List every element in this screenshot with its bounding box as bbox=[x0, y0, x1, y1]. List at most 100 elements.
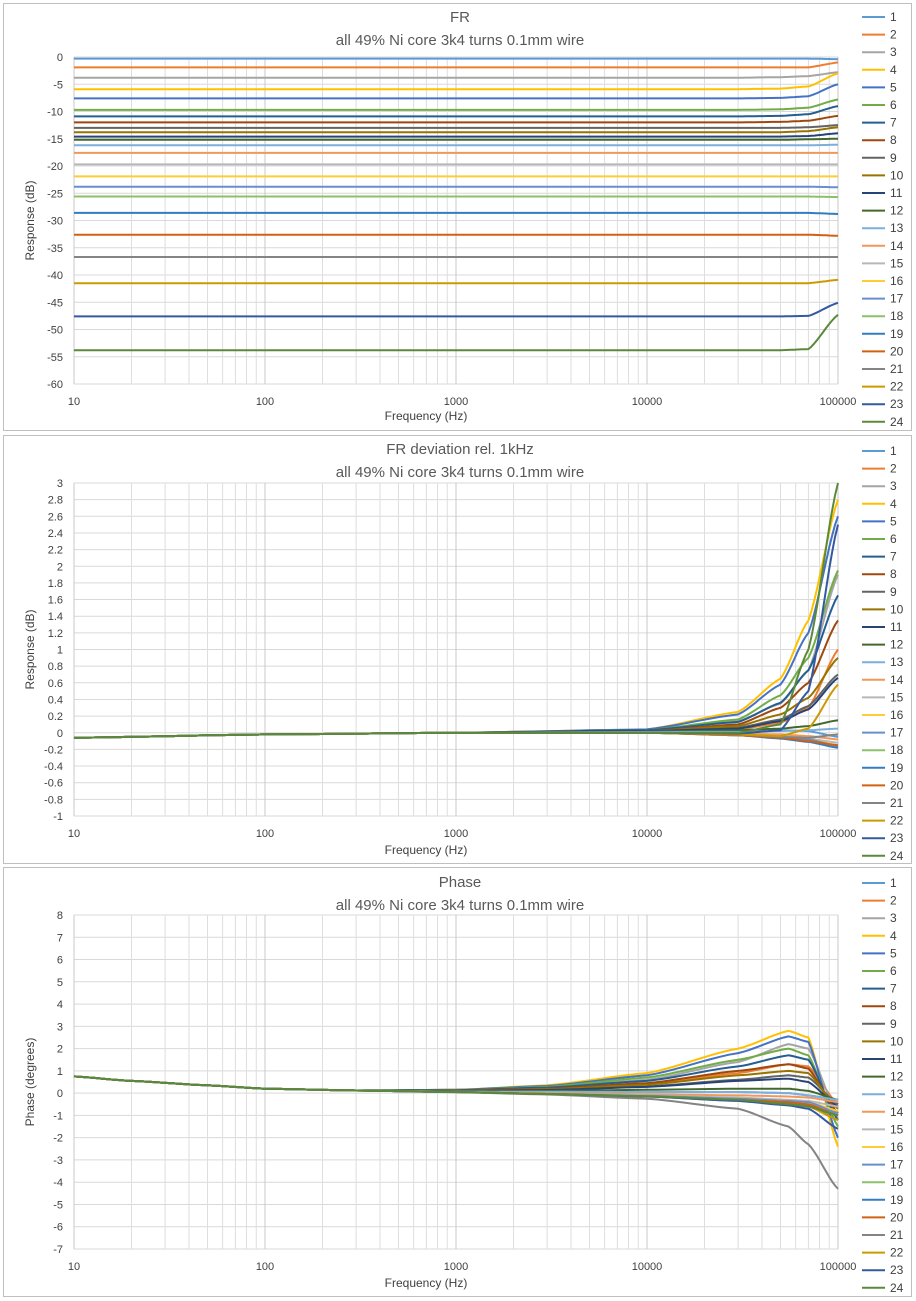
legend-label-15: 15 bbox=[890, 1122, 904, 1136]
y-tick-label: -40 bbox=[47, 270, 63, 282]
legend-label-5: 5 bbox=[890, 946, 897, 960]
legend-label-17: 17 bbox=[890, 292, 904, 306]
legend-label-12: 12 bbox=[890, 204, 904, 218]
y-tick-label: -0.8 bbox=[44, 794, 63, 806]
y-tick-label: 1.2 bbox=[48, 628, 63, 640]
y-tick-label: 2 bbox=[57, 561, 63, 573]
y-tick-label: 8 bbox=[57, 910, 63, 922]
chart-title: FR deviation rel. 1kHz bbox=[386, 441, 534, 458]
legend-label-2: 2 bbox=[890, 462, 897, 476]
x-tick-label: 100 bbox=[256, 828, 274, 840]
x-tick-label: 10000 bbox=[632, 396, 663, 408]
legend-label-7: 7 bbox=[890, 982, 897, 996]
x-tick-labels: 10 100 1000 10000 100000 bbox=[68, 828, 856, 840]
y-tick-label: 1.6 bbox=[48, 595, 63, 607]
legend-label-11: 11 bbox=[890, 620, 903, 634]
y-tick-label: 5 bbox=[57, 977, 63, 989]
legend-label-6: 6 bbox=[890, 98, 897, 112]
legend-label-20: 20 bbox=[890, 344, 904, 358]
legend-label-3: 3 bbox=[890, 479, 897, 493]
x-tick-label: 10 bbox=[68, 1261, 80, 1273]
series-lines bbox=[73, 1029, 839, 1190]
y-tick-label: -20 bbox=[47, 161, 63, 173]
chart-subtitle: all 49% Ni core 3k4 turns 0.1mm wire bbox=[336, 897, 584, 914]
legend-label-20: 20 bbox=[890, 1210, 904, 1224]
legend-label-12: 12 bbox=[890, 1070, 904, 1084]
x-tick-label: 100000 bbox=[820, 1261, 857, 1273]
y-tick-label: -5 bbox=[53, 1199, 63, 1211]
legend-label-1: 1 bbox=[890, 444, 897, 458]
legend-label-20: 20 bbox=[890, 778, 904, 792]
legend-label-22: 22 bbox=[890, 1246, 904, 1260]
legend-label-14: 14 bbox=[890, 239, 904, 253]
y-tick-label: 0.4 bbox=[48, 694, 63, 706]
x-tick-label: 1000 bbox=[444, 396, 468, 408]
series-lines bbox=[73, 482, 839, 749]
x-tick-label: 1000 bbox=[444, 828, 468, 840]
legend-label-13: 13 bbox=[890, 655, 904, 669]
y-tick-label: 0 bbox=[57, 728, 63, 740]
legend-label-4: 4 bbox=[890, 497, 897, 511]
y-tick-label: -0.4 bbox=[44, 761, 63, 773]
legend-label-21: 21 bbox=[890, 796, 904, 810]
legend-label-24: 24 bbox=[890, 849, 904, 863]
series-line-2 bbox=[74, 61, 839, 69]
y-tick-label: -0.2 bbox=[44, 744, 63, 756]
legend-label-18: 18 bbox=[890, 309, 904, 323]
fr-chart-panel: FR all 49% Ni core 3k4 turns 0.1mm wire 0 -… bbox=[3, 3, 912, 431]
legend-label-19: 19 bbox=[890, 327, 904, 341]
y-tick-label: 4 bbox=[57, 999, 63, 1011]
legend-label-16: 16 bbox=[890, 708, 904, 722]
y-tick-label: -1 bbox=[53, 811, 63, 823]
legend-label-24: 24 bbox=[890, 1281, 904, 1295]
y-tick-label: 0 bbox=[57, 52, 63, 64]
series-line-24 bbox=[73, 482, 839, 739]
series-line-3 bbox=[74, 71, 839, 79]
legend-label-22: 22 bbox=[890, 814, 904, 828]
series-line-18 bbox=[74, 195, 839, 199]
y-tick-label: -50 bbox=[47, 325, 63, 337]
y-tick-label: -25 bbox=[47, 188, 63, 200]
y-tick-label: 2.8 bbox=[48, 495, 63, 507]
x-tick-label: 100 bbox=[256, 1261, 274, 1273]
legend-label-8: 8 bbox=[890, 567, 897, 581]
y-tick-label: 0.6 bbox=[48, 678, 63, 690]
y-tick-label: 0.8 bbox=[48, 661, 63, 673]
y-tick-label: 1.4 bbox=[48, 611, 63, 623]
legend-label-14: 14 bbox=[890, 1105, 904, 1119]
series-line-12 bbox=[74, 137, 838, 141]
legend-label-10: 10 bbox=[890, 1034, 904, 1048]
legend-label-23: 23 bbox=[890, 1263, 904, 1277]
legend-label-18: 18 bbox=[890, 743, 904, 757]
legend-label-13: 13 bbox=[890, 1087, 904, 1101]
y-tick-label: -5 bbox=[53, 79, 63, 91]
y-tick-label: -1 bbox=[53, 1110, 63, 1122]
vertical-gridlines bbox=[73, 915, 839, 1249]
y-tick-label: 1 bbox=[57, 645, 63, 657]
y-tick-label: -15 bbox=[47, 134, 63, 146]
y-tick-label: 7 bbox=[57, 932, 63, 944]
x-tick-label: 10 bbox=[68, 828, 80, 840]
legend-label-5: 5 bbox=[890, 80, 897, 94]
y-tick-label: 2 bbox=[57, 1044, 63, 1056]
x-tick-label: 10000 bbox=[632, 1261, 663, 1273]
legend-label-16: 16 bbox=[890, 274, 904, 288]
legend-label-19: 19 bbox=[890, 1193, 904, 1207]
series-lines bbox=[74, 57, 839, 352]
legend-label-12: 12 bbox=[890, 638, 904, 652]
phase-chart: Phase all 49% Ni core 3k4 turns 0.1mm wir… bbox=[23, 874, 904, 1295]
y-tick-label: -6 bbox=[53, 1222, 63, 1234]
y-axis-label: Phase (degrees) bbox=[23, 1038, 37, 1127]
legend-label-17: 17 bbox=[890, 1158, 904, 1172]
legend-label-7: 7 bbox=[890, 116, 897, 130]
y-tick-label: 2.2 bbox=[48, 545, 63, 557]
series-line-5 bbox=[74, 83, 839, 100]
series-line-22 bbox=[74, 278, 839, 285]
legend-label-3: 3 bbox=[890, 45, 897, 59]
fr-chart: FR all 49% Ni core 3k4 turns 0.1mm wire 0 -… bbox=[23, 9, 904, 429]
legend-label-6: 6 bbox=[890, 964, 897, 978]
y-tick-label: 3 bbox=[57, 1021, 63, 1033]
y-axis-label: Response (dB) bbox=[23, 180, 37, 260]
legend-label-1: 1 bbox=[890, 876, 897, 890]
